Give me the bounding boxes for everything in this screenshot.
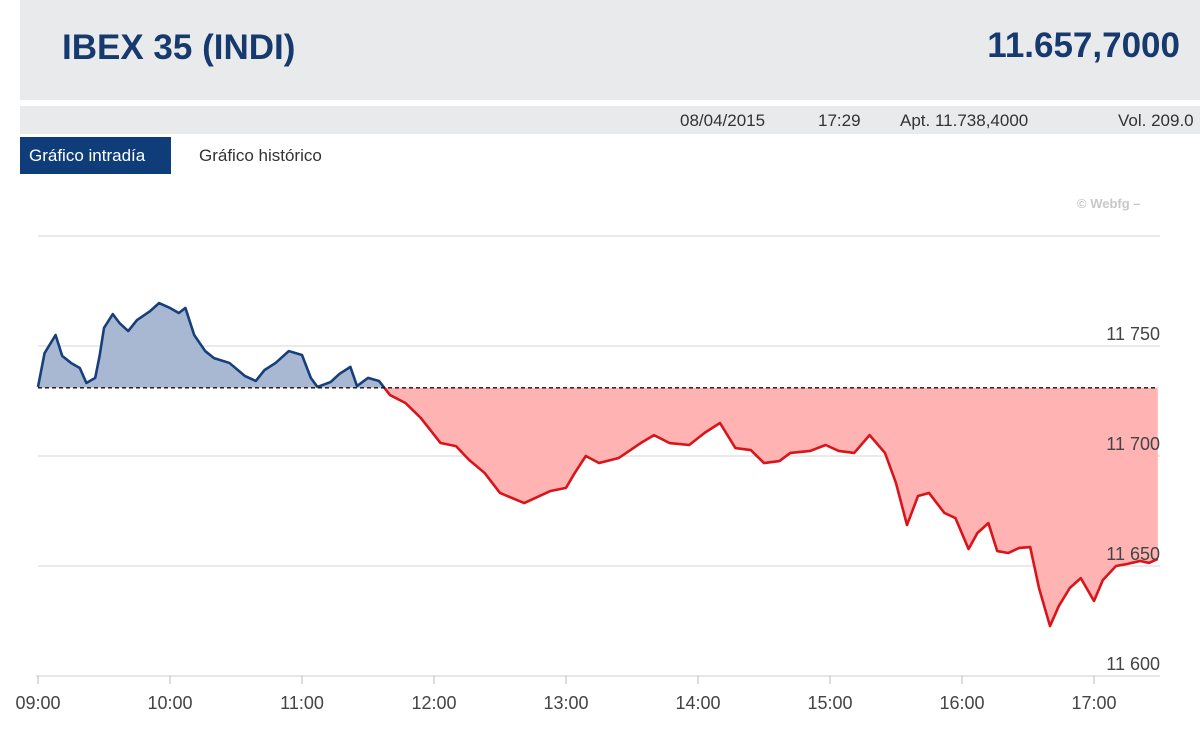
- x-tick-label: 13:00: [543, 693, 588, 713]
- x-tick-label: 15:00: [807, 693, 852, 713]
- tab-intraday-chart[interactable]: Gráfico intradía: [20, 137, 171, 174]
- y-tick-label: 11 750: [1106, 324, 1160, 344]
- x-tick-label: 12:00: [411, 693, 456, 713]
- y-tick-label: 11 600: [1106, 654, 1160, 674]
- quote-info-bar: 08/04/2015 17:29 Apt. 11.738,4000 Vol. 2…: [20, 106, 1200, 134]
- tab-historical-chart[interactable]: Gráfico histórico: [199, 146, 322, 165]
- price-line-up: [36, 301, 386, 388]
- area-below-reference: [38, 387, 1158, 627]
- x-tick-label: 16:00: [939, 693, 984, 713]
- price-line-down: [316, 387, 1159, 628]
- chart-credit: © Webfg –: [1077, 196, 1141, 211]
- last-price: 11.657,7000: [987, 26, 1180, 65]
- y-tick-label: 11 650: [1106, 544, 1160, 564]
- volume: Vol. 209.0: [1118, 111, 1194, 130]
- quote-time: 17:29: [818, 111, 861, 130]
- x-tick-label: 11:00: [280, 693, 324, 713]
- x-tick-label: 14:00: [675, 693, 720, 713]
- x-tick-label: 09:00: [15, 693, 60, 713]
- open-price: Apt. 11.738,4000: [900, 111, 1029, 130]
- x-tick-label: 17:00: [1071, 693, 1116, 713]
- x-tick-label: 10:00: [147, 693, 192, 713]
- index-title: IBEX 35 (INDI): [62, 28, 296, 67]
- y-tick-label: 11 700: [1106, 434, 1160, 454]
- quote-date: 08/04/2015: [680, 111, 766, 130]
- quote-header: IBEX 35 (INDI) 11.657,7000: [20, 0, 1200, 100]
